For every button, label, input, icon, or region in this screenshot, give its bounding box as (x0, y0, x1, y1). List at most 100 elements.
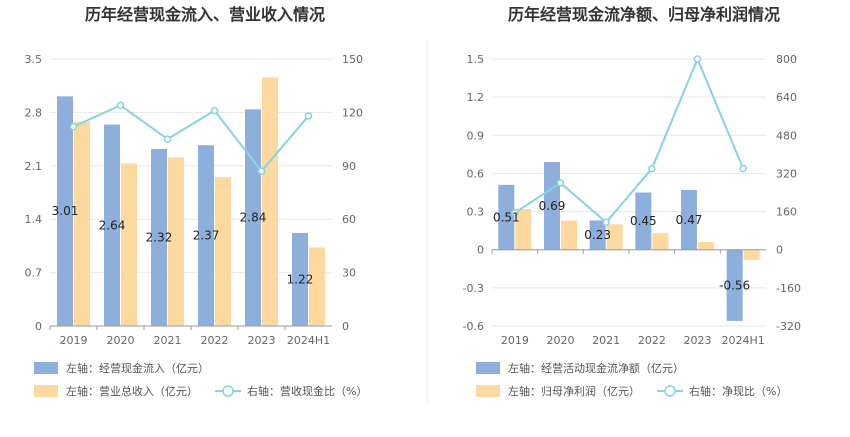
data-label: 1.22 (287, 272, 314, 286)
right-axis-tick-label: 320 (776, 167, 797, 180)
x-axis-tick-label: 2024H1 (722, 334, 765, 347)
chart-title: 历年经营现金流净额、归母净利润情况 (508, 5, 780, 24)
left-axis-tick-label: -0.3 (463, 282, 484, 295)
bar (698, 242, 714, 250)
line-point (304, 112, 313, 120)
line-point (257, 167, 266, 175)
bar (606, 224, 623, 250)
line-point (69, 122, 78, 131)
data-label: 3.01 (52, 204, 79, 218)
x-axis-tick-label: 2024H1 (287, 334, 330, 347)
x-axis-tick-label: 2019 (501, 334, 529, 347)
bar (589, 220, 606, 250)
left-axis-tick-label: 1.2 (467, 91, 485, 104)
bar (198, 145, 214, 326)
bar (309, 247, 325, 326)
left-axis-tick-label: 0 (477, 244, 484, 257)
legend-marker (664, 385, 676, 397)
bar (168, 157, 184, 326)
data-label: 0.45 (630, 214, 657, 228)
legend: 左轴：经营活动现金流净额（亿元） 左轴：归母净利润（亿元） 右轴：净现比（%） (476, 361, 787, 398)
legend-label: 左轴：营业总收入（亿元） (66, 384, 198, 398)
legend-marker (222, 385, 234, 397)
legend-label: 左轴：经营活动现金流净额（亿元） (508, 361, 684, 375)
left-axis-tick-label: 0.9 (467, 129, 485, 142)
bar (121, 163, 137, 326)
right-axis-tick-label: 120 (342, 106, 363, 119)
x-axis-tick-label: 2022 (638, 334, 666, 347)
bar (743, 249, 760, 260)
bar (544, 161, 560, 250)
x-axis-tick-label: 2020 (547, 334, 575, 347)
bar (681, 189, 697, 250)
left-axis-tick-label: 1.5 (467, 53, 485, 66)
left-axis-tick-label: 2.1 (25, 160, 43, 173)
right-axis-tick-label: -160 (776, 282, 801, 295)
bar (104, 124, 120, 326)
right-axis-tick-label: -320 (776, 320, 801, 333)
x-axis-tick-label: 2021 (592, 334, 620, 347)
data-label: 2.64 (99, 218, 126, 232)
bar (726, 249, 743, 321)
right-axis-tick-label: 800 (776, 53, 797, 66)
legend-label: 左轴：经营现金流入（亿元） (66, 361, 209, 375)
right-axis-tick-label: 480 (776, 129, 797, 142)
right-axis-tick-label: 0 (776, 244, 783, 257)
line-point (556, 179, 565, 187)
legend-label: 右轴：营收现金比（%） (247, 384, 367, 398)
right-axis-tick-label: 60 (342, 213, 356, 226)
legend: 左轴：经营现金流入（亿元） 左轴：营业总收入（亿元） 右轴：营收现金比（%） (34, 361, 367, 398)
line-point (511, 209, 519, 217)
data-label: 0.51 (493, 210, 520, 224)
bar (215, 177, 231, 326)
bar (635, 192, 652, 250)
left-axis-tick-label: 0 (35, 320, 42, 333)
data-label: 0.47 (676, 213, 703, 227)
right-axis-tick-label: 90 (342, 160, 356, 173)
legend-swatch (476, 385, 500, 397)
left-axis-tick-label: 0.7 (25, 267, 43, 280)
bar (498, 184, 515, 250)
left-axis-tick-label: -0.6 (463, 320, 484, 333)
bar (262, 77, 278, 327)
data-label: -0.56 (719, 278, 750, 292)
bar (292, 232, 308, 326)
x-axis-tick-label: 2020 (107, 334, 135, 347)
line-point (602, 218, 610, 227)
left-axis-tick-label: 0.6 (467, 167, 485, 180)
line-point (648, 164, 656, 173)
left-axis-tick-label: 2.8 (25, 106, 43, 119)
data-label: 2.84 (240, 211, 267, 225)
bar (151, 149, 167, 326)
legend-swatch (34, 385, 58, 397)
data-label: 2.37 (193, 229, 220, 243)
line-point (739, 164, 747, 173)
line-point (163, 135, 172, 143)
bar (245, 109, 261, 326)
series-line (514, 56, 745, 224)
right-axis-tick-label: 150 (342, 53, 363, 66)
x-axis-tick-label: 2023 (248, 334, 276, 347)
series-line (73, 104, 310, 173)
right-axis-tick-label: 0 (342, 320, 349, 333)
line-point (693, 55, 702, 63)
chart-panel-cash-inflow-revenue: 历年经营现金流入、营业收入情况 3.01 2.64 2.32 2.37 2.84 1.22… (25, 5, 368, 398)
chart-panel-net-cash-net-profit: 历年经营现金流净额、归母净利润情况 0.51 0.69 0.23 0.45 0.47 -0… (463, 5, 801, 398)
chart-title: 历年经营现金流入、营业收入情况 (85, 5, 325, 24)
bar (515, 209, 532, 250)
line-point (116, 101, 125, 110)
bar (561, 220, 577, 250)
x-axis-tick-label: 2019 (60, 334, 88, 347)
bar (74, 121, 90, 326)
left-axis-tick-label: 1.4 (25, 213, 43, 226)
legend-swatch (34, 362, 58, 374)
bar (57, 96, 73, 326)
bar (652, 233, 669, 250)
right-axis-tick-label: 30 (342, 267, 356, 280)
x-axis-tick-label: 2021 (154, 334, 182, 347)
line-point (210, 106, 219, 115)
legend-label: 右轴：净现比（%） (689, 384, 787, 398)
legend-label: 左轴：归母净利润（亿元） (508, 384, 640, 398)
x-axis-tick-label: 2022 (201, 334, 229, 347)
